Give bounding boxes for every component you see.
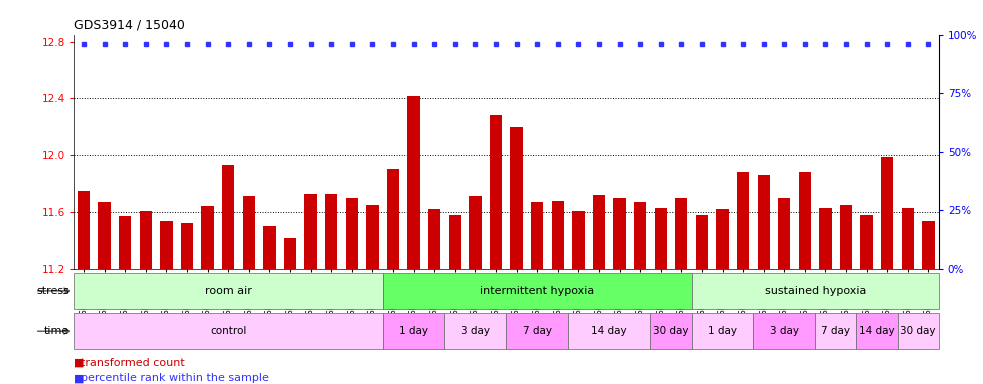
Bar [263, 226, 275, 269]
Bar [407, 96, 420, 269]
Bar [922, 220, 935, 269]
Bar [531, 202, 544, 269]
Bar [305, 194, 317, 269]
Bar [839, 205, 852, 269]
Text: 1 day: 1 day [399, 326, 428, 336]
Bar [897, 313, 939, 349]
Bar [506, 313, 568, 349]
Bar [717, 209, 728, 269]
Text: sustained hypoxia: sustained hypoxia [765, 286, 866, 296]
Bar [119, 216, 132, 269]
Bar [448, 215, 461, 269]
Bar [634, 202, 646, 269]
Bar [74, 313, 382, 349]
Bar [78, 191, 90, 269]
Bar [325, 194, 337, 269]
Bar [428, 209, 440, 269]
Text: 14 day: 14 day [859, 326, 895, 336]
Bar [74, 273, 382, 309]
Bar [815, 313, 856, 349]
Bar [860, 215, 873, 269]
Bar [181, 223, 194, 269]
Bar [572, 210, 585, 269]
Bar [568, 313, 651, 349]
Bar [696, 215, 708, 269]
Text: percentile rank within the sample: percentile rank within the sample [74, 373, 268, 383]
Bar [651, 313, 692, 349]
Text: GDS3914 / 15040: GDS3914 / 15040 [74, 18, 185, 31]
Bar [753, 313, 815, 349]
Bar [222, 165, 234, 269]
Bar [202, 206, 213, 269]
Bar [593, 195, 606, 269]
Text: ■: ■ [74, 373, 85, 383]
Bar [510, 127, 523, 269]
Bar [98, 202, 111, 269]
Bar [346, 198, 358, 269]
Bar [551, 201, 564, 269]
Bar [367, 205, 378, 269]
Text: 1 day: 1 day [708, 326, 737, 336]
Text: 7 day: 7 day [523, 326, 551, 336]
Bar [856, 313, 897, 349]
Text: room air: room air [204, 286, 252, 296]
Bar [140, 210, 152, 269]
Text: 14 day: 14 day [592, 326, 627, 336]
Bar [779, 198, 790, 269]
Text: 7 day: 7 day [821, 326, 850, 336]
Bar [382, 313, 444, 349]
Bar [444, 313, 506, 349]
Bar [382, 273, 692, 309]
Text: time: time [43, 326, 69, 336]
Text: 30 day: 30 day [900, 326, 936, 336]
Text: transformed count: transformed count [74, 358, 185, 368]
Bar [819, 208, 832, 269]
Text: stress: stress [36, 286, 69, 296]
Bar [737, 172, 749, 269]
Bar [901, 208, 914, 269]
Text: 3 day: 3 day [770, 326, 799, 336]
Bar [675, 198, 687, 269]
Text: intermittent hypoxia: intermittent hypoxia [480, 286, 595, 296]
Text: 3 day: 3 day [461, 326, 490, 336]
Bar [284, 238, 296, 269]
Bar [758, 175, 770, 269]
Bar [613, 198, 626, 269]
Text: 30 day: 30 day [654, 326, 689, 336]
Bar [692, 273, 939, 309]
Bar [243, 196, 255, 269]
Bar [655, 208, 666, 269]
Bar [469, 196, 482, 269]
Bar [160, 220, 173, 269]
Bar [799, 172, 811, 269]
Bar [386, 169, 399, 269]
Bar [692, 313, 753, 349]
Text: control: control [210, 326, 247, 336]
Text: ■: ■ [74, 358, 85, 368]
Bar [881, 157, 894, 269]
Bar [490, 116, 502, 269]
